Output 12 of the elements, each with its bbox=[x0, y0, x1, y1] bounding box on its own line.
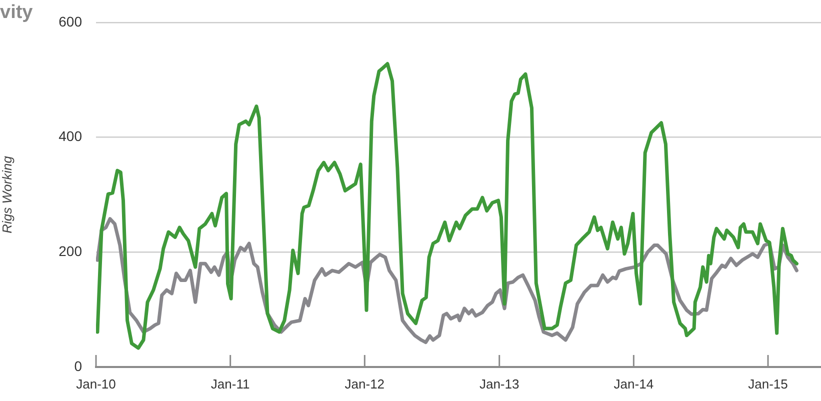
y-tick-label: 0 bbox=[74, 358, 82, 374]
x-tick-label: Jan-12 bbox=[344, 376, 385, 392]
x-tick-label: Jan-15 bbox=[748, 376, 788, 392]
y-tick-label: 600 bbox=[58, 13, 82, 30]
y-tick-label: 200 bbox=[58, 242, 82, 259]
x-tick-label: Jan-14 bbox=[614, 376, 654, 392]
x-tick-label: Jan-13 bbox=[479, 376, 520, 392]
y-axis-title: Rigs Working bbox=[0, 155, 14, 234]
y-tick-label: 400 bbox=[58, 128, 82, 144]
x-tick-label: Jan-10 bbox=[76, 376, 116, 392]
chart-title: vity bbox=[0, 2, 33, 24]
x-tick-label: Jan-11 bbox=[210, 376, 250, 392]
